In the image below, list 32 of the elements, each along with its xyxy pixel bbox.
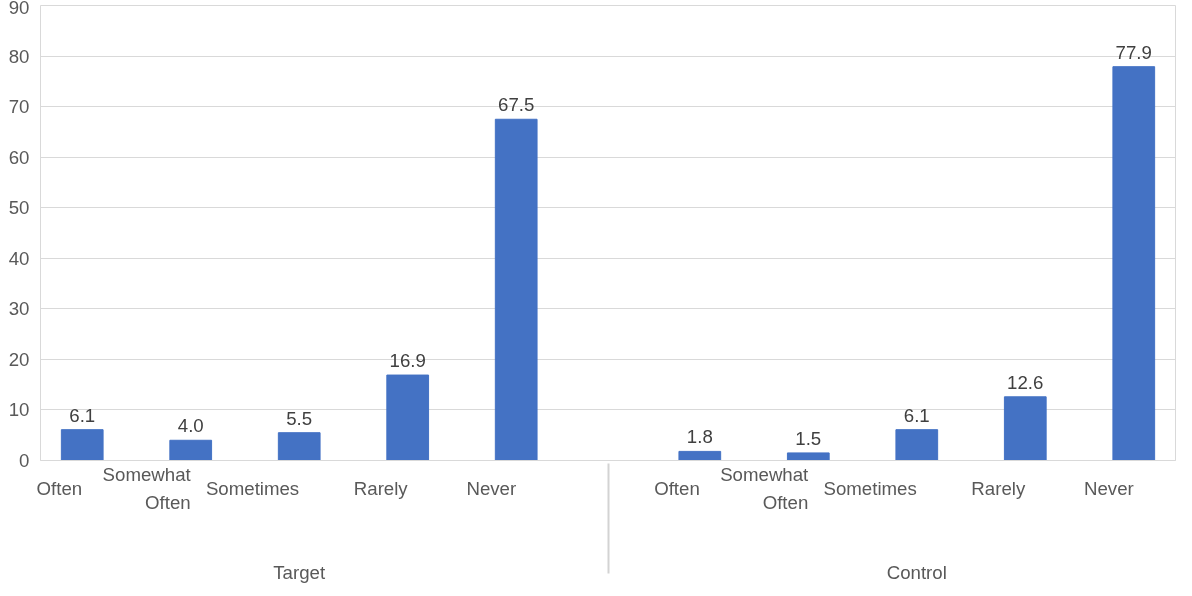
y-tick-label: 20 <box>8 348 30 370</box>
data-label: 1.8 <box>686 426 713 448</box>
y-tick-label: 80 <box>8 45 30 67</box>
x-tick-label: Often <box>36 478 83 499</box>
y-tick-label: 60 <box>8 146 30 168</box>
x-tick-label: Rarely <box>971 478 1026 499</box>
data-label: 1.5 <box>795 427 822 449</box>
y-tick-label: 50 <box>8 197 30 219</box>
y-tick-label: 0 <box>19 450 30 471</box>
data-label: 6.1 <box>903 404 930 426</box>
data-label: 6.1 <box>69 404 96 426</box>
data-label: 67.5 <box>498 94 535 116</box>
text: Control <box>886 561 947 583</box>
x-tick-label: Somewhat Often <box>720 464 810 513</box>
data-label: 77.9 <box>1115 41 1152 63</box>
x-tick-label: Often <box>654 478 700 499</box>
x-tick-label: Somewhat Often <box>102 464 192 513</box>
y-tick-label: 40 <box>8 247 30 269</box>
x-tick-label: Sometimes <box>205 478 300 499</box>
x-tick-label: Sometimes <box>823 478 917 499</box>
x-tick-label: Rarely <box>353 478 409 499</box>
text: Target <box>273 561 326 583</box>
y-tick-label: 10 <box>8 399 30 421</box>
data-label: 5.5 <box>286 407 313 429</box>
y-tick-label: 90 <box>8 0 30 18</box>
data-label: 12.6 <box>1007 371 1044 393</box>
y-tick-label: 70 <box>8 96 30 118</box>
x-tick-label: Never <box>466 478 517 499</box>
data-label: 16.9 <box>389 350 426 372</box>
x-tick-label: Never <box>1084 478 1134 499</box>
y-tick-label: 30 <box>8 298 30 320</box>
data-label: 4.0 <box>177 415 204 437</box>
